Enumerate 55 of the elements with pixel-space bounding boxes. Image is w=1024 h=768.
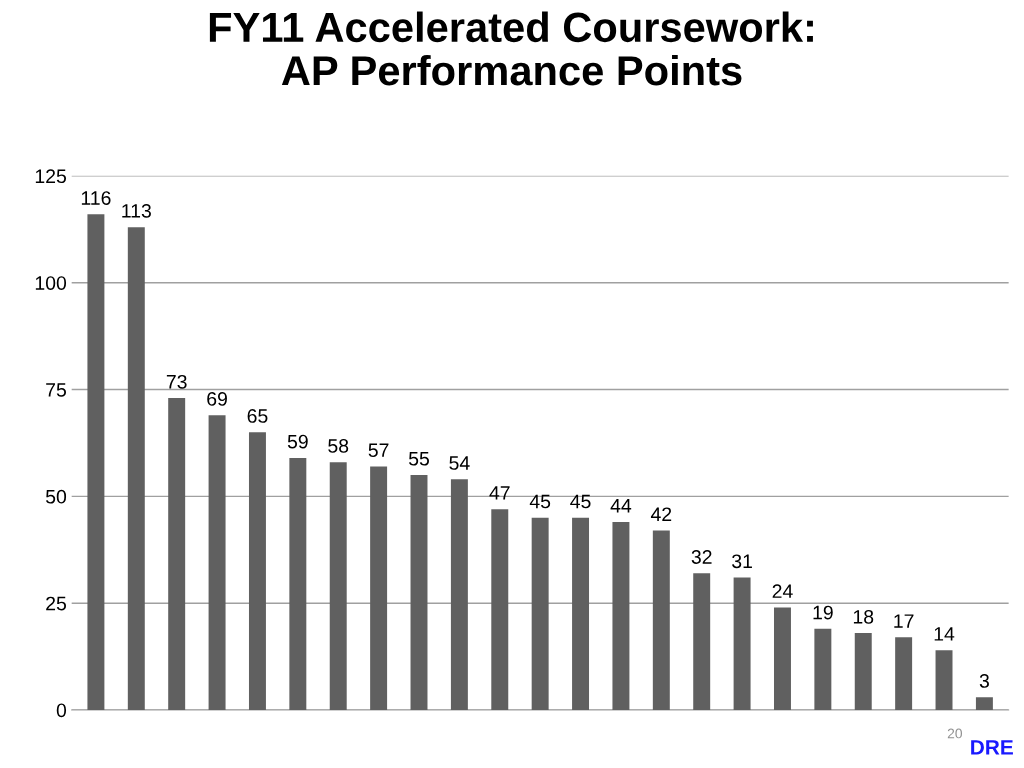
data-label: 42 — [650, 507, 672, 521]
bar — [733, 577, 751, 711]
data-label: 113 — [122, 203, 151, 218]
data-label: 24 — [772, 584, 793, 598]
y-tick-label: 75 — [46, 383, 67, 397]
y-tick-label: 100 — [35, 276, 67, 290]
bar — [652, 530, 670, 711]
text: DRE — [971, 740, 1013, 755]
bar — [87, 214, 105, 711]
bar — [612, 522, 630, 711]
bar — [854, 633, 872, 711]
data-label: 3 — [979, 674, 989, 688]
data-label: 73 — [166, 374, 187, 389]
data-label: 65 — [247, 409, 268, 423]
y-tick-label: 0 — [56, 703, 67, 718]
data-label: 69 — [207, 392, 227, 406]
y-tick-label: 125 — [35, 169, 67, 184]
data-label: 18 — [853, 609, 874, 624]
bar — [410, 474, 428, 711]
y-tick-label: 50 — [45, 489, 67, 504]
bar — [693, 573, 711, 711]
bar — [975, 697, 993, 711]
bar — [329, 462, 347, 711]
data-label: 17 — [894, 614, 914, 628]
bar — [168, 398, 186, 711]
y-tick-label: 25 — [46, 596, 67, 611]
bar — [491, 509, 509, 711]
data-label: 45 — [570, 494, 591, 509]
data-label: 59 — [287, 434, 308, 449]
bar — [370, 466, 388, 711]
bar — [935, 650, 953, 711]
data-label: 32 — [691, 550, 712, 564]
data-label: 58 — [328, 439, 349, 453]
bar — [248, 432, 266, 711]
bar — [814, 628, 832, 711]
data-label: 44 — [610, 499, 632, 513]
data-label: 55 — [408, 452, 429, 466]
bar — [531, 517, 549, 711]
data-label: 54 — [449, 456, 470, 470]
text: 20 — [947, 728, 963, 739]
bar — [289, 457, 307, 711]
chart-title: FY11 Accelerated Coursework: AP Performance Points — [209, 11, 813, 86]
bar — [572, 517, 590, 711]
bar — [208, 415, 226, 711]
data-label: 19 — [813, 605, 833, 620]
data-label: 57 — [368, 443, 389, 458]
data-label: 14 — [934, 627, 955, 641]
bar — [895, 637, 913, 711]
data-label: 47 — [489, 486, 510, 500]
bar — [774, 607, 791, 711]
bar — [127, 227, 145, 711]
bar — [450, 479, 468, 711]
data-label: 31 — [732, 554, 752, 569]
data-label: 45 — [529, 494, 551, 509]
data-label: 116 — [81, 191, 111, 205]
